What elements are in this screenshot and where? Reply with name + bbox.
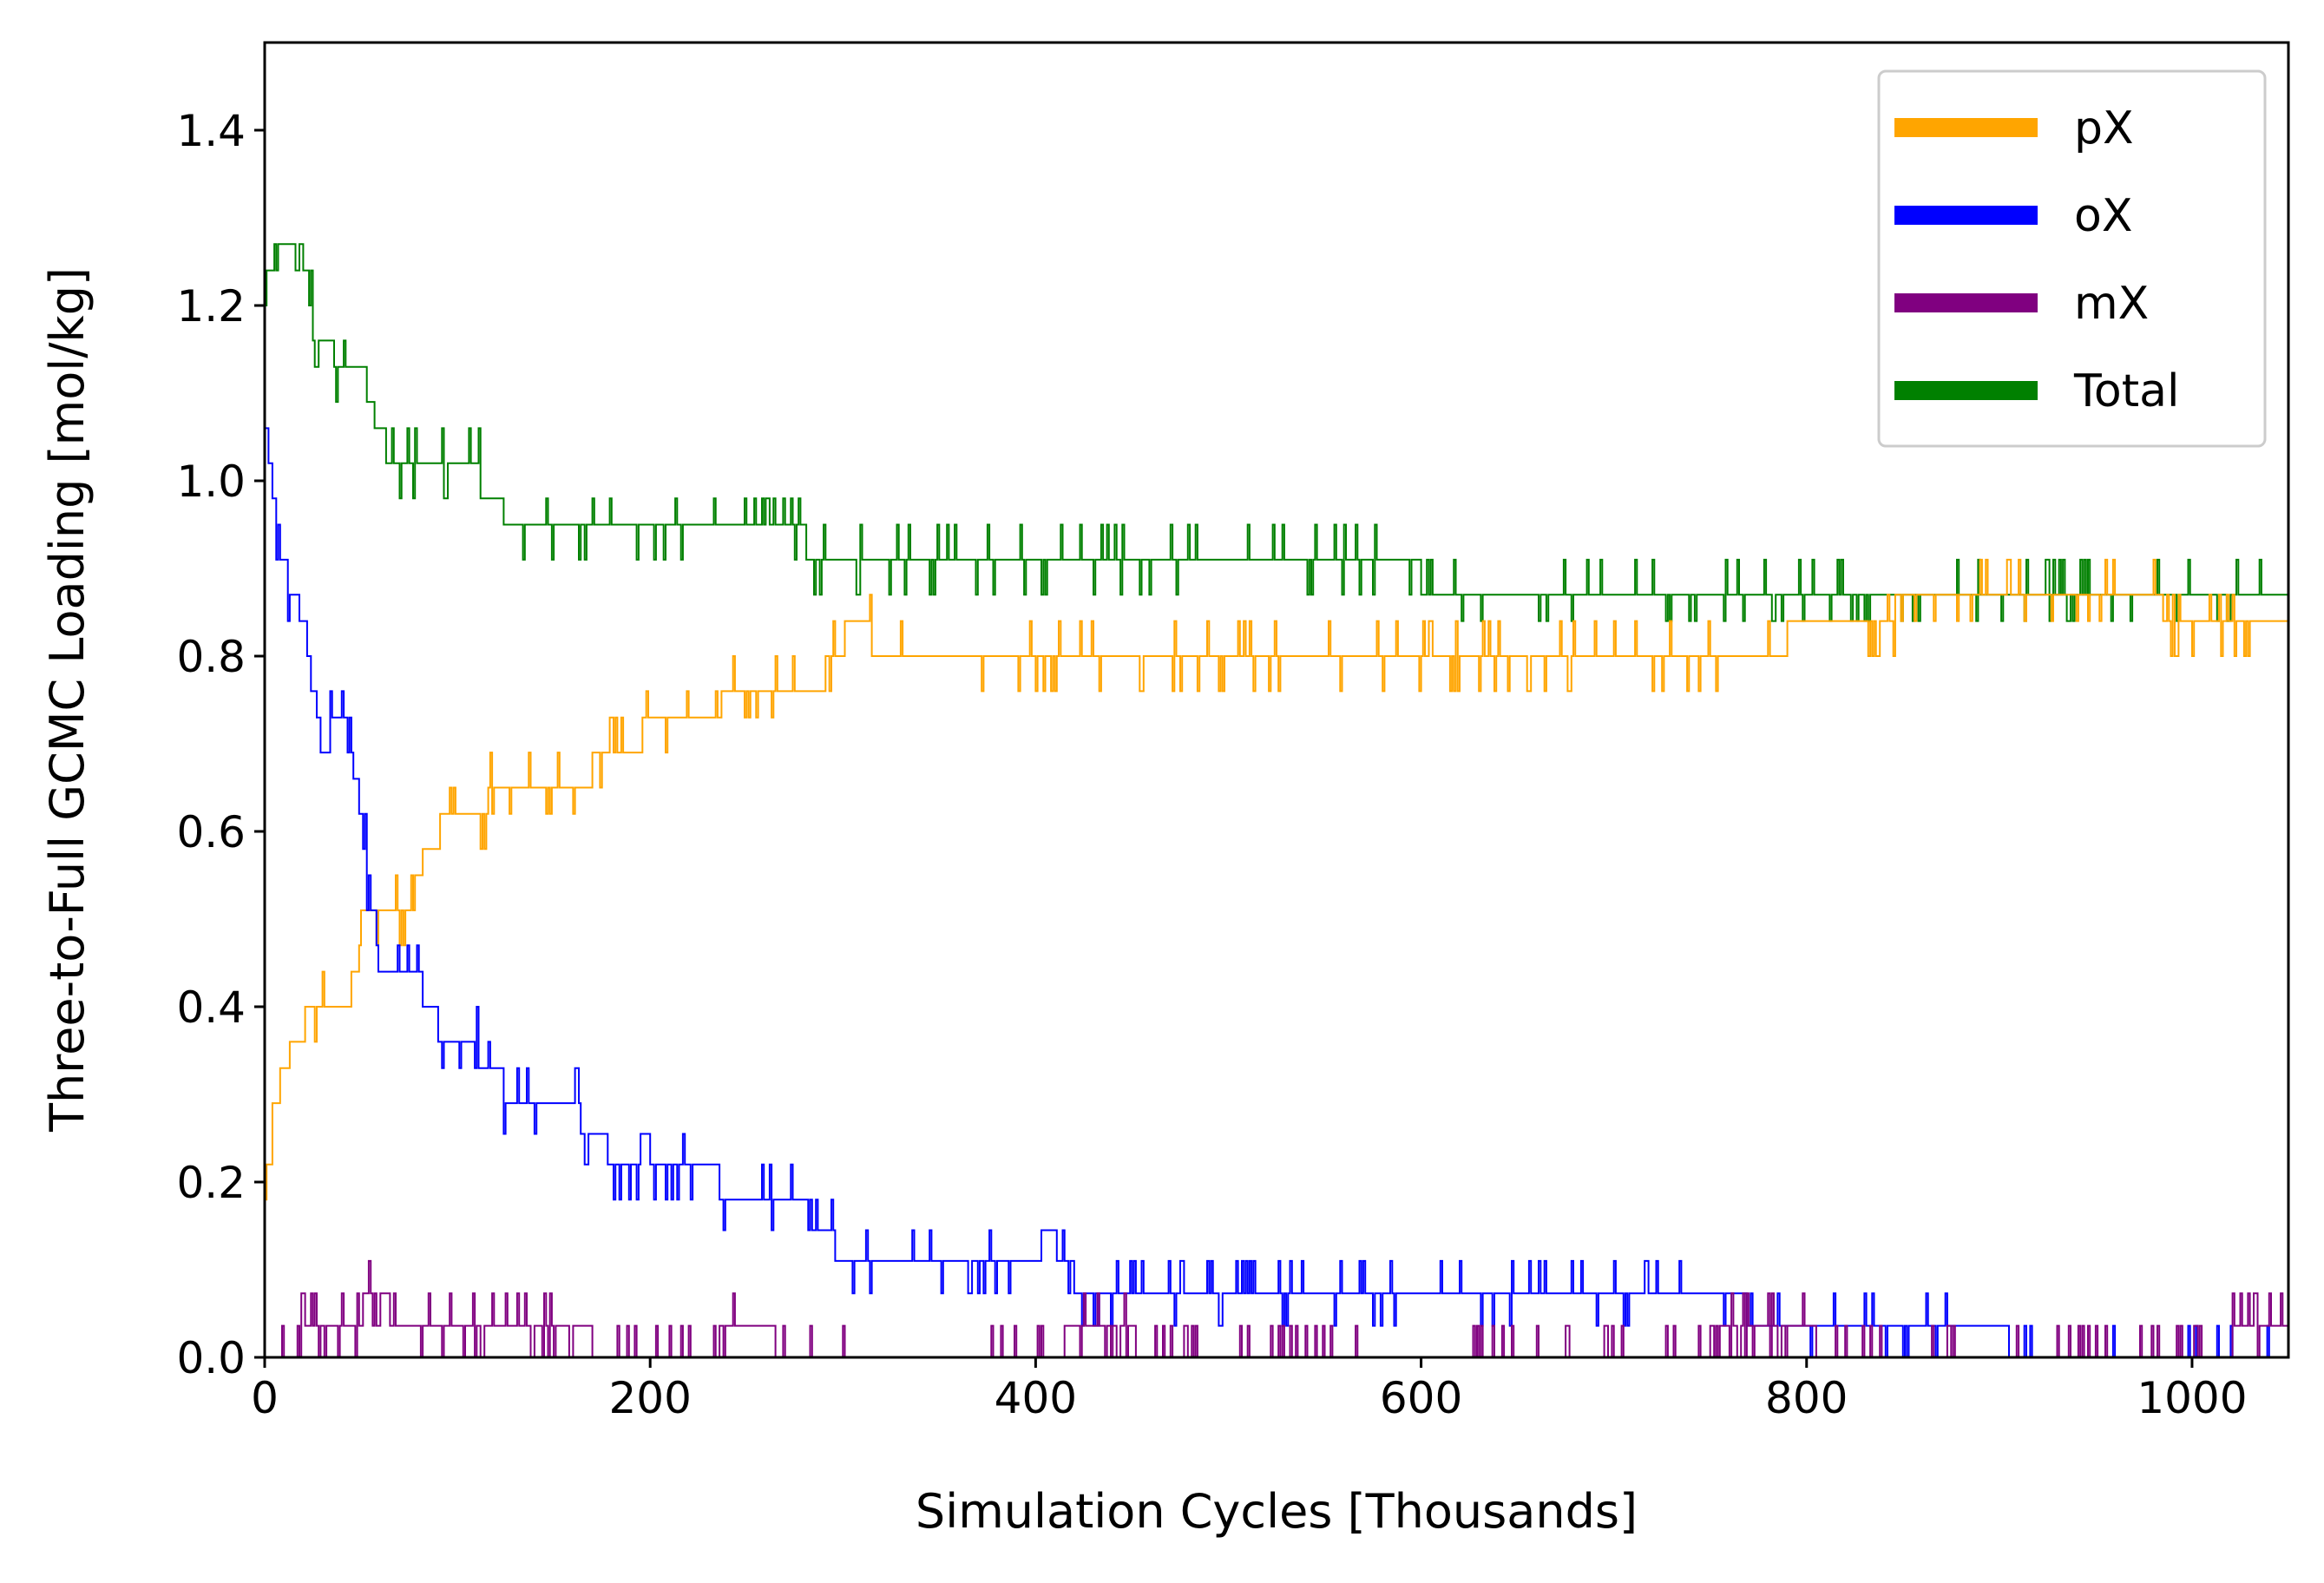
x-axis-label: Simulation Cycles [Thousands]: [916, 1484, 1638, 1539]
x-tick-label: 400: [995, 1373, 1077, 1423]
legend-label-ox: oX: [2074, 190, 2132, 242]
y-tick-label: 0.8: [176, 632, 246, 682]
legend-label-mx: mX: [2074, 278, 2149, 330]
x-tick-label: 600: [1380, 1373, 1462, 1423]
y-tick-label: 0.6: [176, 807, 246, 857]
series-line-ox: [265, 427, 2288, 1358]
plot-frame: [263, 41, 2290, 1359]
y-tick-label: 1.4: [176, 106, 246, 156]
series-line-px: [265, 558, 2288, 1201]
y-tick-label: 0.4: [176, 982, 246, 1033]
x-tick-label: 200: [608, 1373, 691, 1423]
y-tick-label: 1.2: [176, 281, 246, 332]
x-tick-label: 1000: [2137, 1373, 2247, 1423]
legend-box: [1877, 69, 2267, 448]
series-layer: [265, 243, 2288, 1358]
y-tick-label: 1.0: [176, 457, 246, 507]
y-tick-label: 0.0: [176, 1333, 246, 1383]
legend: pX oX mX Total: [1877, 69, 2267, 448]
x-tick-label: 0: [251, 1373, 279, 1423]
x-tick-label: 800: [1765, 1373, 1848, 1423]
y-tick-label: 0.2: [176, 1158, 246, 1208]
y-axis-label: Three-to-Full GCMC Loading [mol/kg]: [40, 267, 95, 1133]
series-line-mx: [265, 1259, 2288, 1358]
legend-label-total: Total: [2073, 365, 2179, 417]
legend-label-px: pX: [2074, 102, 2134, 154]
ticks-layer: 0 200 400 600 800 1000 0.0 0.2 0.4 0.6 0.8 1.0 1.2 1.…: [176, 106, 2247, 1423]
